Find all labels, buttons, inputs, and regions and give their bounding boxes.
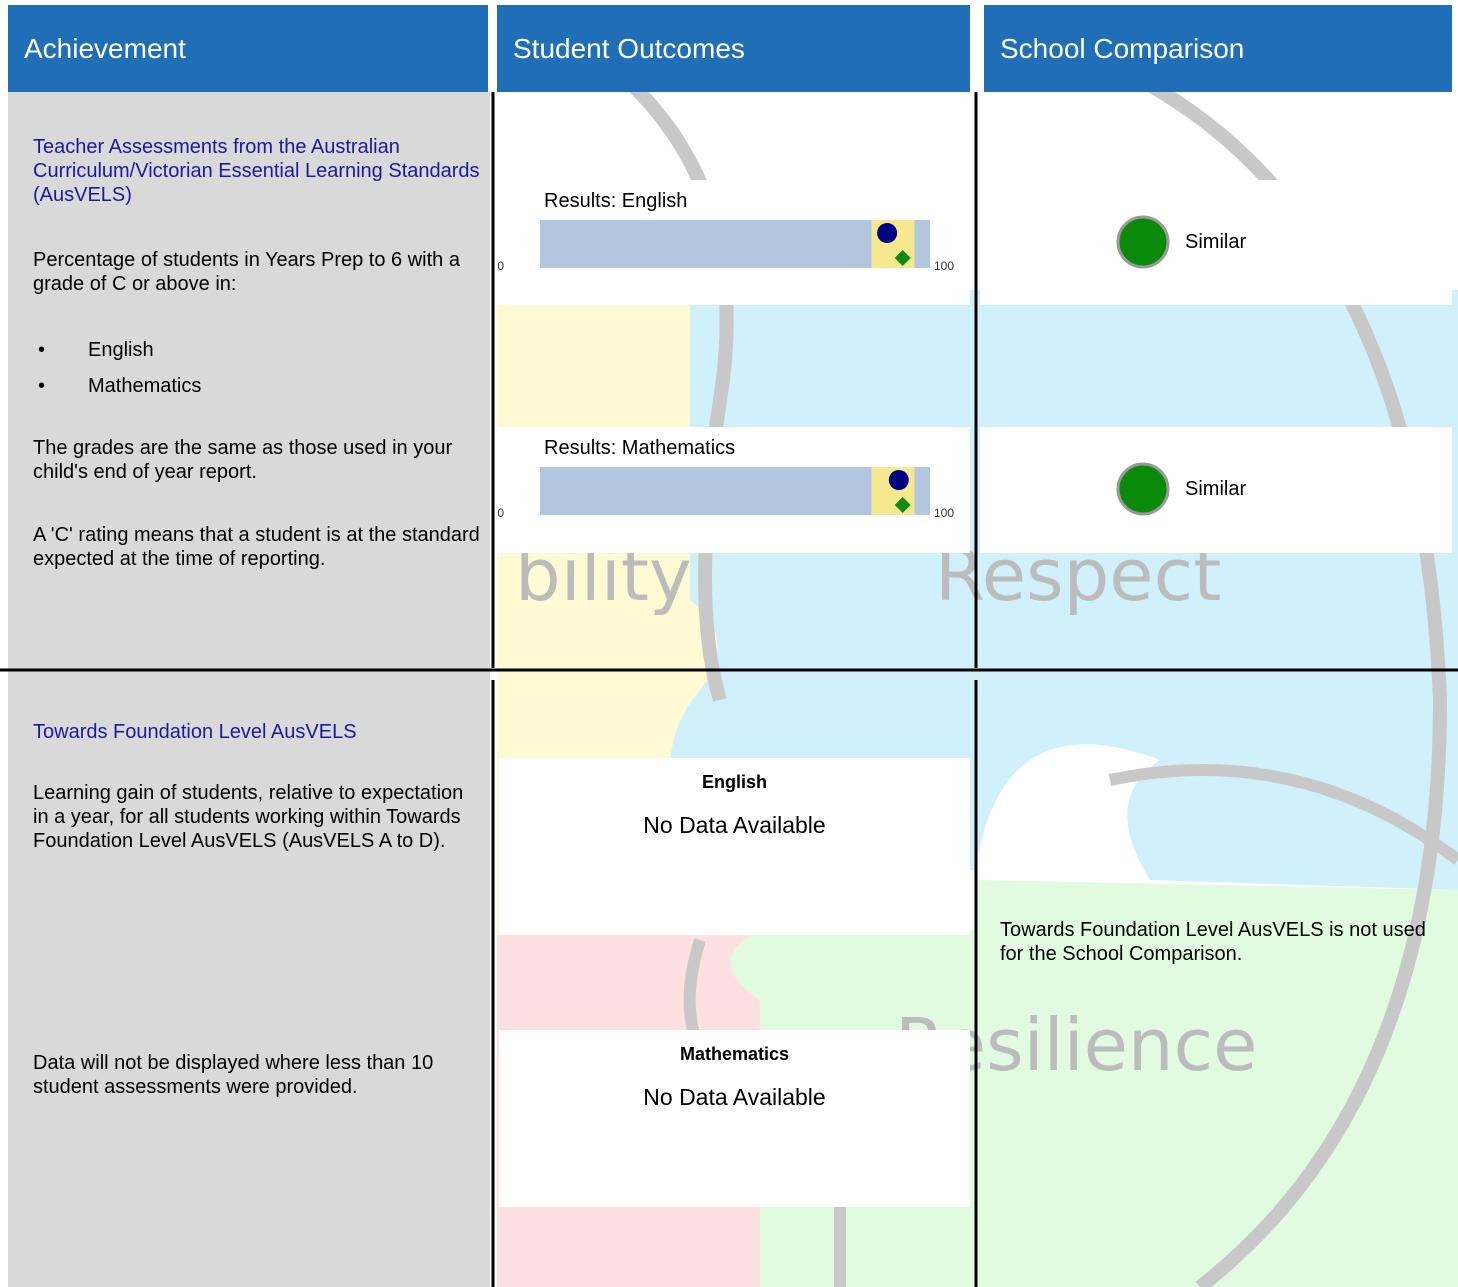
- note: Data will not be displayed where less th…: [33, 1052, 434, 1098]
- diamond-marker: [894, 497, 911, 513]
- x-tick-label: 100: [934, 506, 954, 520]
- bullet-item: Mathematics: [88, 375, 202, 397]
- x-tick-label: 100: [934, 259, 954, 273]
- status-icon: [1116, 215, 1170, 269]
- scale-bar: [540, 467, 930, 515]
- panel-title: English: [701, 772, 767, 792]
- section-title: Teacher Assessments from the Australian …: [33, 136, 480, 206]
- left-column: [8, 92, 490, 1287]
- comparison-note: Towards Foundation Level AusVELS is not …: [1000, 919, 1426, 965]
- circle-marker: [877, 223, 898, 243]
- x-tick-label: 0: [497, 259, 504, 273]
- no-data-panel: [499, 758, 970, 935]
- column-header: School Comparison: [984, 5, 1452, 92]
- bullet-item: English: [88, 339, 154, 361]
- outline-arc: [1108, 764, 1458, 865]
- x-tick-label: 0: [497, 506, 504, 520]
- column-header: Achievement: [8, 5, 488, 92]
- charts: Results: English 0 100 Results: Mathematics…: [497, 190, 954, 520]
- section-title: Towards Foundation Level AusVELS: [33, 721, 357, 743]
- comparison-panel: [980, 427, 1452, 553]
- comparison-panel: [980, 180, 1452, 305]
- chart-title: Results: English: [544, 190, 687, 212]
- column-header: Student Outcomes: [497, 5, 970, 92]
- diamond-marker: [894, 250, 911, 266]
- no-data-panel: [499, 1030, 970, 1207]
- panel-message: No Data Available: [643, 812, 826, 838]
- bullet: •: [38, 375, 46, 397]
- rules: [0, 92, 1458, 1287]
- comparison-label: Similar: [1185, 231, 1247, 253]
- section-intro: Percentage of students in Years Prep to …: [33, 249, 460, 295]
- bullet: •: [38, 339, 46, 361]
- panel-message: No Data Available: [643, 1084, 826, 1110]
- note: A 'C' rating means that a student is at …: [33, 524, 480, 570]
- outline-arc: [556, 23, 734, 703]
- scale-bar: [540, 220, 930, 268]
- chart-title: Results: Mathematics: [544, 437, 735, 459]
- status-icon: [1116, 462, 1170, 516]
- circle-marker: [888, 470, 909, 490]
- panel-title: Mathematics: [679, 1044, 790, 1064]
- section-intro: Learning gain of students, relative to e…: [33, 782, 464, 852]
- comparison-label: Similar: [1185, 478, 1247, 500]
- note: The grades are the same as those used in…: [33, 437, 453, 483]
